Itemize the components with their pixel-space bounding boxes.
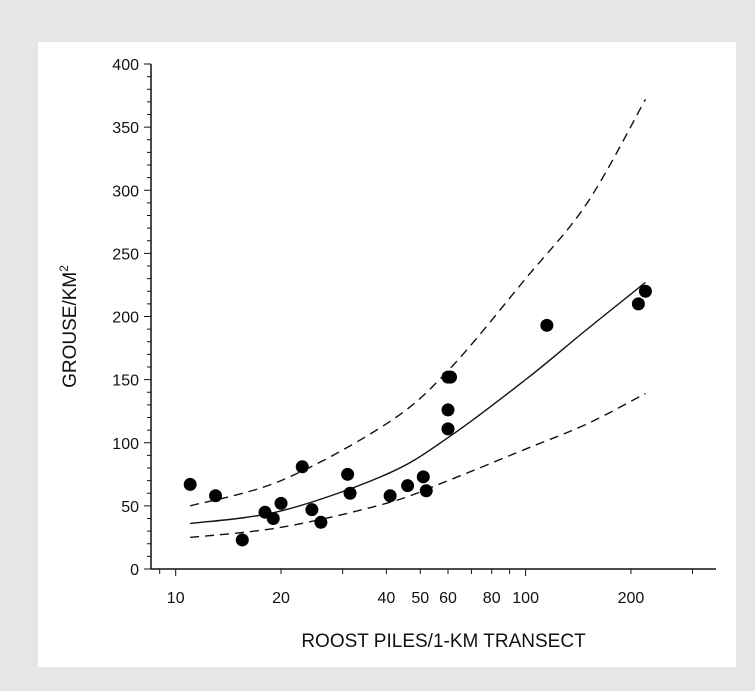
- y-axis-ticks: 0 50 100 150 200 250 300 350 400: [112, 57, 151, 579]
- data-point: [266, 512, 280, 525]
- y-axis-title-superscript: 2: [57, 265, 71, 272]
- data-point: [295, 460, 309, 474]
- scatter-chart: 0 50 100 150 200 250 300 350 400 10 20 40 50 60 80 100…: [57, 57, 716, 652]
- data-point: [419, 484, 433, 498]
- data-point: [383, 489, 397, 503]
- data-point: [209, 489, 223, 503]
- data-point: [274, 496, 288, 510]
- data-points: [183, 284, 652, 547]
- fit-curve: [190, 281, 646, 525]
- data-point: [444, 370, 458, 384]
- y-axis-title-text: GROUSE/KM: [60, 272, 81, 388]
- data-point: [235, 533, 249, 547]
- x-tick-label: 20: [272, 590, 290, 607]
- data-point: [341, 467, 355, 481]
- chart-panel: 0 50 100 150 200 250 300 350 400 10 20 40 50 60 80 100…: [38, 42, 736, 667]
- x-tick-label: 60: [439, 590, 457, 607]
- y-tick-label: 150: [112, 373, 139, 390]
- x-tick-label: 80: [483, 590, 501, 607]
- y-tick-label: 100: [112, 436, 139, 453]
- lower-bound-curve: [190, 392, 646, 539]
- data-point: [416, 470, 430, 484]
- upper-bound-curve: [189, 99, 647, 507]
- x-tick-label: 10: [167, 590, 185, 607]
- x-tick-label: 40: [377, 590, 395, 607]
- x-tick-label: 200: [618, 590, 645, 607]
- fit-curves: [189, 99, 647, 539]
- data-point: [314, 515, 328, 529]
- y-tick-label: 300: [112, 183, 139, 200]
- y-tick-label: 50: [121, 499, 139, 516]
- y-tick-label: 400: [112, 57, 139, 74]
- x-tick-label: 50: [411, 590, 429, 607]
- axes: [150, 64, 716, 570]
- data-point: [305, 503, 319, 517]
- y-tick-label: 250: [112, 246, 139, 263]
- x-tick-label: 100: [512, 590, 539, 607]
- data-point: [441, 422, 455, 436]
- y-tick-label: 350: [112, 120, 139, 137]
- y-tick-label: 0: [130, 562, 139, 579]
- y-tick-label: 200: [112, 310, 139, 327]
- data-point: [638, 284, 652, 298]
- data-point: [343, 486, 357, 500]
- data-point: [631, 297, 645, 311]
- x-axis-title: ROOST PILES/1-KM TRANSECT: [301, 631, 586, 652]
- x-axis-ticks: 10 20 40 50 60 80 100 200: [159, 569, 694, 607]
- data-point: [540, 318, 554, 332]
- y-axis-title: GROUSE/KM2: [57, 265, 81, 388]
- data-point: [441, 403, 455, 417]
- data-point: [183, 477, 197, 491]
- data-point: [401, 479, 415, 493]
